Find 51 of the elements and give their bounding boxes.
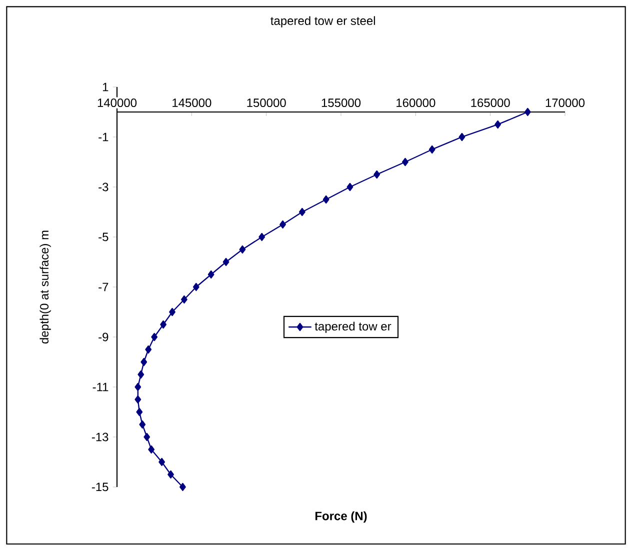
x-tick-label: 165000 [471,98,510,108]
point [145,345,152,354]
point [181,295,188,304]
y-tick-label: -1 [98,132,108,142]
x-tick-label: 155000 [322,98,361,108]
point [192,282,200,292]
y-axis-title: depth(0 at surface) m [40,230,51,344]
legend-label: tapered tow er [314,322,392,333]
point [258,232,266,242]
x-axis-title: Force (N) [315,511,367,523]
point [151,332,158,342]
point [280,220,286,229]
point [168,470,174,479]
point [494,120,501,129]
point [298,208,306,216]
point [160,320,166,329]
y-tick-label: -9 [98,332,108,342]
point [169,308,176,316]
y-tick-label: -15 [92,482,108,492]
point [524,108,531,116]
point [148,445,155,454]
chart-title: tapered tow er steel [270,16,375,28]
x-tick-label: 170000 [546,98,585,108]
point [134,382,142,392]
point [158,458,165,466]
x-tick-label: 145000 [172,98,212,108]
y-tick-label: -5 [98,232,108,242]
point [180,482,186,492]
point [144,432,150,442]
x-tick-label: 140000 [98,98,137,108]
point [374,170,380,179]
point [134,395,142,404]
x-tick-label: 150000 [247,98,286,108]
y-tick-label: -11 [92,382,108,392]
y-tick-label: -3 [98,182,108,192]
point [239,245,246,254]
point [222,258,230,266]
point [136,408,143,416]
point [140,358,148,366]
y-tick-label: -13 [92,432,108,442]
point [458,132,466,142]
y-tick-label: 1 [102,82,108,92]
point [346,182,354,192]
point [428,145,436,154]
x-tick-label: 160000 [396,98,436,108]
point [208,270,214,279]
point [322,195,330,204]
point [402,158,408,166]
point [139,420,146,429]
point [138,370,144,379]
y-tick-label: -7 [98,282,108,292]
